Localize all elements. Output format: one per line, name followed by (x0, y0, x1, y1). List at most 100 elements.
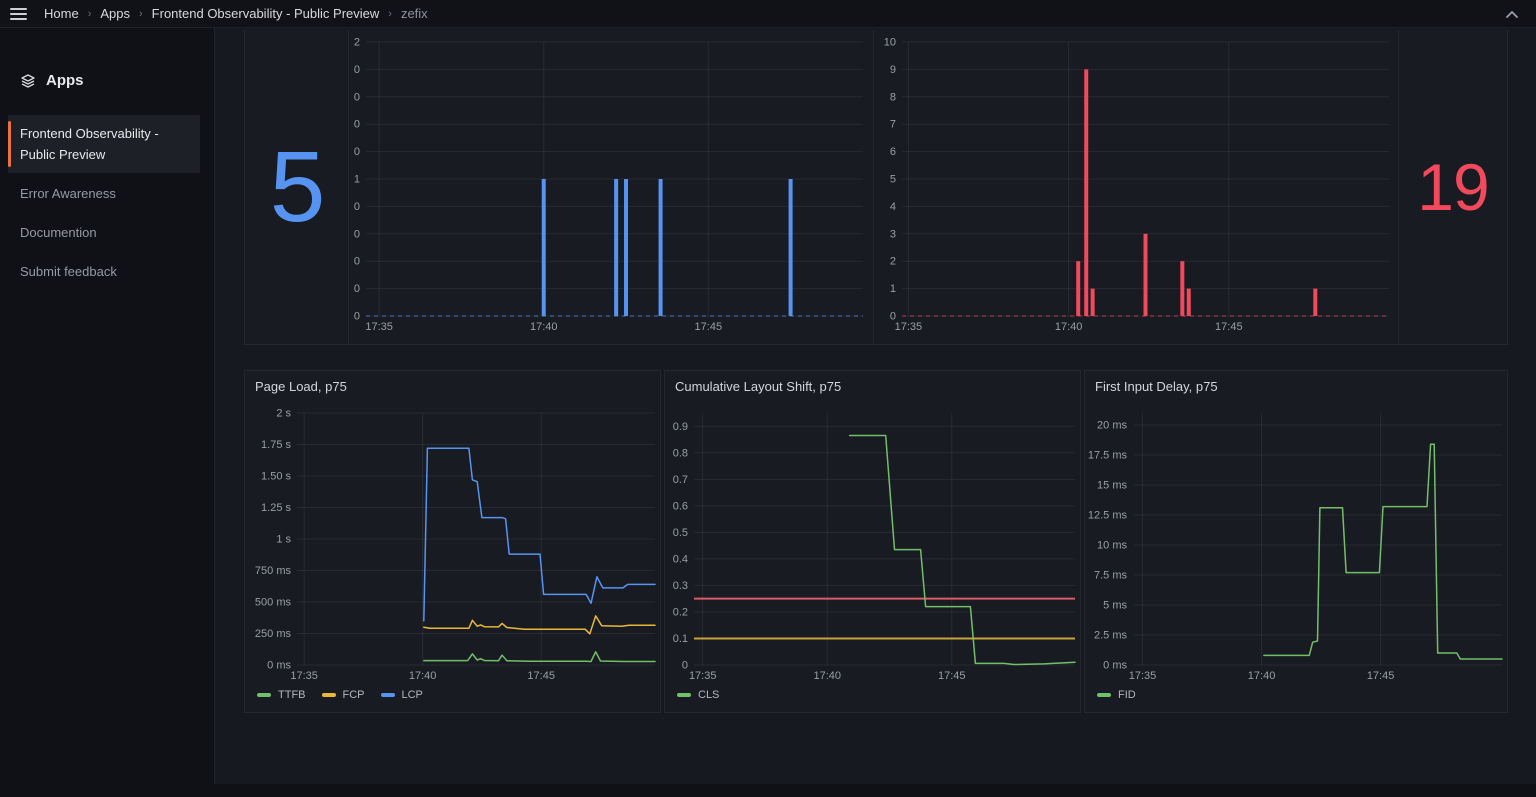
svg-text:5 ms: 5 ms (1103, 600, 1127, 612)
svg-text:0: 0 (354, 283, 360, 295)
page-load-chart[interactable]: 17:35 17:40 17:45 2 s 1.75 s 1.50 s 1.25 s 1 s 7… (245, 399, 660, 686)
svg-text:1.25 s: 1.25 s (261, 502, 291, 514)
svg-text:2: 2 (354, 37, 360, 49)
sidebar-apps: Apps Frontend Observability - Public Pre… (0, 28, 213, 784)
svg-text:2: 2 (890, 256, 896, 268)
svg-text:250 ms: 250 ms (255, 628, 292, 640)
breadcrumb-item[interactable]: Home (44, 6, 79, 21)
svg-text:0.1: 0.1 (673, 633, 688, 645)
svg-text:7.5 ms: 7.5 ms (1094, 570, 1128, 582)
svg-text:17:35: 17:35 (365, 321, 393, 333)
svg-text:750 ms: 750 ms (255, 565, 292, 577)
sidebar-item[interactable]: Submit feedback (8, 253, 200, 290)
panel-cls: Cumulative Layout Shift, p75 17:35 17:40 1… (664, 370, 1081, 713)
svg-text:17:35: 17:35 (1129, 670, 1157, 682)
svg-text:0: 0 (354, 228, 360, 240)
sidebar-item[interactable]: Frontend Observability - Public Preview (8, 115, 200, 173)
legend-item-CLS[interactable]: CLS (677, 689, 719, 701)
svg-text:7: 7 (890, 119, 896, 131)
sidebar-item[interactable]: Documention (8, 214, 200, 251)
layers-icon (21, 73, 35, 88)
svg-text:0.9: 0.9 (673, 421, 688, 433)
sidebar-item-label: Submit feedback (20, 264, 117, 279)
svg-text:0.5: 0.5 (673, 527, 688, 539)
sidebar-item-label: Frontend Observability - Public Preview (20, 126, 159, 162)
panel-title-cls[interactable]: Cumulative Layout Shift, p75 (675, 379, 842, 394)
svg-text:1: 1 (890, 283, 896, 295)
svg-text:17:35: 17:35 (290, 670, 318, 682)
breadcrumb-separator: › (87, 7, 92, 20)
svg-text:0: 0 (354, 91, 360, 103)
dashboard-content: 5 17:35 17:40 17:45 2 0 0 0 0 1 0 0 0 0 0 17:35 17:40 1… (214, 28, 1536, 784)
legend-swatch (321, 693, 336, 697)
breadcrumb-separator: › (139, 7, 143, 20)
svg-text:3: 3 (890, 228, 896, 240)
sidebar-item-label: Error Awareness (20, 186, 116, 201)
svg-text:0.8: 0.8 (673, 447, 688, 459)
sidebar-item-label: Documention (20, 225, 97, 240)
active-indicator (8, 121, 11, 167)
legend-label: FID (1118, 689, 1136, 701)
errors-chart[interactable]: 17:35 17:40 17:45 10 9 8 7 6 5 4 3 2 1 0 (874, 30, 1398, 344)
svg-text:6: 6 (890, 146, 896, 158)
sidebar-header: Apps (0, 28, 213, 89)
stat-errors-value: 19 (1417, 150, 1489, 224)
breadcrumb-item[interactable]: Frontend Observability - Public Preview (151, 6, 380, 21)
svg-text:0: 0 (354, 311, 360, 323)
page-load-legend: TTFB FCP LCP (245, 686, 660, 712)
legend-label: FCP (342, 689, 365, 701)
sessions-chart[interactable]: 17:35 17:40 17:45 2 0 0 0 0 1 0 0 0 0 0 (349, 30, 873, 344)
svg-text:1.50 s: 1.50 s (261, 471, 291, 483)
svg-text:1 s: 1 s (276, 534, 291, 546)
menu-toggle-button[interactable] (0, 0, 38, 28)
legend-item-FCP[interactable]: FCP (321, 689, 365, 701)
svg-text:0: 0 (354, 146, 360, 158)
breadcrumb-item[interactable]: Apps (100, 6, 130, 21)
legend-label: TTFB (278, 689, 306, 701)
errors-stat: 19 (1398, 30, 1507, 344)
sidebar-item[interactable]: Error Awareness (8, 175, 200, 212)
svg-text:17:40: 17:40 (1248, 670, 1276, 682)
svg-text:17:40: 17:40 (1055, 321, 1083, 333)
breadcrumb-item: zefix (400, 6, 428, 21)
collapse-top-button[interactable] (1500, 0, 1524, 28)
svg-text:0.3: 0.3 (673, 580, 688, 592)
svg-text:17:45: 17:45 (1215, 321, 1243, 333)
sessions-stat: 5 (245, 30, 349, 344)
svg-text:0: 0 (354, 201, 360, 213)
svg-text:0: 0 (354, 64, 360, 76)
svg-text:0.6: 0.6 (673, 500, 688, 512)
svg-text:15 ms: 15 ms (1097, 480, 1127, 492)
panel-errors: 17:35 17:40 17:45 10 9 8 7 6 5 4 3 2 1 0 19 (874, 30, 1508, 345)
panel-title-fid[interactable]: First Input Delay, p75 (1095, 379, 1218, 394)
panel-fid: First Input Delay, p75 17:35 17:40 17:45 20… (1084, 370, 1508, 713)
svg-text:0: 0 (890, 311, 896, 323)
svg-text:2 s: 2 s (276, 408, 291, 420)
legend-swatch (1097, 693, 1111, 697)
svg-text:0.7: 0.7 (673, 474, 688, 486)
svg-text:17.5 ms: 17.5 ms (1088, 450, 1128, 462)
svg-text:0 ms: 0 ms (267, 660, 291, 672)
svg-text:0 ms: 0 ms (1103, 660, 1127, 672)
panel-sessions: 5 17:35 17:40 17:45 2 0 0 0 0 1 0 0 0 0 0 (244, 30, 874, 345)
fid-chart[interactable]: 17:35 17:40 17:45 20 ms 17.5 ms 15 ms 12.5 ms 1… (1085, 399, 1507, 686)
svg-text:17:40: 17:40 (530, 321, 558, 333)
legend-item-FID[interactable]: FID (1097, 689, 1136, 701)
svg-text:17:45: 17:45 (938, 670, 966, 682)
legend-item-LCP[interactable]: LCP (380, 689, 423, 701)
svg-text:10 ms: 10 ms (1097, 540, 1127, 552)
breadcrumb-separator: › (388, 7, 392, 20)
svg-text:17:40: 17:40 (409, 670, 437, 682)
svg-text:17:45: 17:45 (695, 321, 723, 333)
legend-item-TTFB[interactable]: TTFB (257, 689, 306, 701)
cls-chart[interactable]: 17:35 17:40 17:45 0.9 0.8 0.7 0.6 0.5 0.4 0.3 0.2 0… (665, 399, 1080, 686)
svg-text:0.2: 0.2 (673, 606, 688, 618)
svg-text:4: 4 (890, 201, 896, 213)
legend-swatch (380, 693, 395, 697)
svg-text:20 ms: 20 ms (1097, 420, 1127, 432)
legend-label: LCP (401, 689, 423, 701)
panel-title-page-load[interactable]: Page Load, p75 (255, 379, 347, 394)
